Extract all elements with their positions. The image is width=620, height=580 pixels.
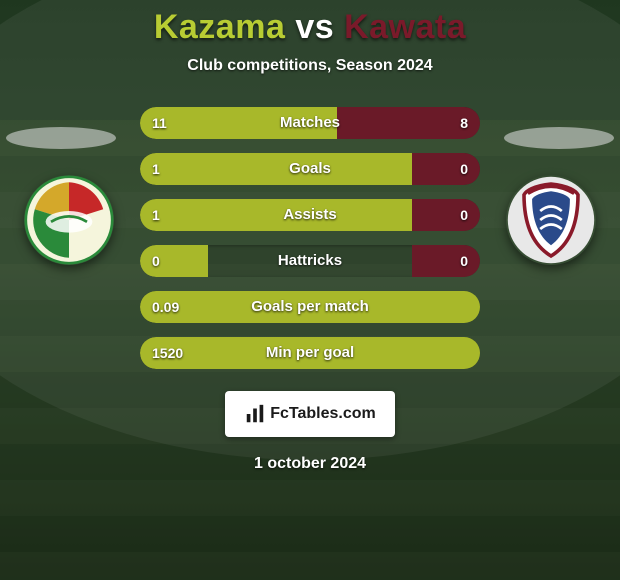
stat-value-right: 0: [460, 153, 468, 185]
stat-label: Goals: [140, 153, 480, 185]
page-title: Kazama vs Kawata: [0, 8, 620, 47]
player-left-name: Kazama: [154, 8, 286, 46]
stat-value-left: 1: [152, 153, 160, 185]
date-text: 1 october 2024: [0, 455, 620, 473]
vs-text: vs: [295, 8, 334, 46]
badge-shadow-right: [504, 127, 614, 149]
stat-row: 0 0 Hattricks: [140, 245, 480, 277]
stat-label: Min per goal: [140, 337, 480, 369]
bar-chart-icon: [244, 403, 266, 425]
stat-value-left: 1: [152, 199, 160, 231]
stat-value-right: 0: [460, 199, 468, 231]
stat-value-left: 1520: [152, 337, 183, 369]
stat-row: 1520 Min per goal: [140, 337, 480, 369]
subtitle: Club competitions, Season 2024: [0, 57, 620, 75]
stat-bars: 11 8 Matches 1 0 Goals 1 0 Assists 0 0 H…: [140, 107, 480, 369]
brand-box[interactable]: FcTables.com: [225, 391, 395, 437]
stat-row: 1 0 Goals: [140, 153, 480, 185]
player-right-name: Kawata: [344, 8, 466, 46]
stat-row: 1 0 Assists: [140, 199, 480, 231]
stat-label: Matches: [140, 107, 480, 139]
stat-row: 0.09 Goals per match: [140, 291, 480, 323]
stat-value-left: 0: [152, 245, 160, 277]
team-badge-right: [506, 175, 596, 265]
stat-value-left: 0.09: [152, 291, 179, 323]
stat-value-right: 0: [460, 245, 468, 277]
stat-value-left: 11: [152, 107, 167, 139]
comparison-stage: 11 8 Matches 1 0 Goals 1 0 Assists 0 0 H…: [0, 107, 620, 473]
team-badge-left: [24, 175, 114, 265]
stat-label: Assists: [140, 199, 480, 231]
brand-text: FcTables.com: [270, 405, 376, 423]
stat-row: 11 8 Matches: [140, 107, 480, 139]
stat-label: Goals per match: [140, 291, 480, 323]
badge-shadow-left: [6, 127, 116, 149]
stat-value-right: 8: [460, 107, 468, 139]
stat-label: Hattricks: [140, 245, 480, 277]
